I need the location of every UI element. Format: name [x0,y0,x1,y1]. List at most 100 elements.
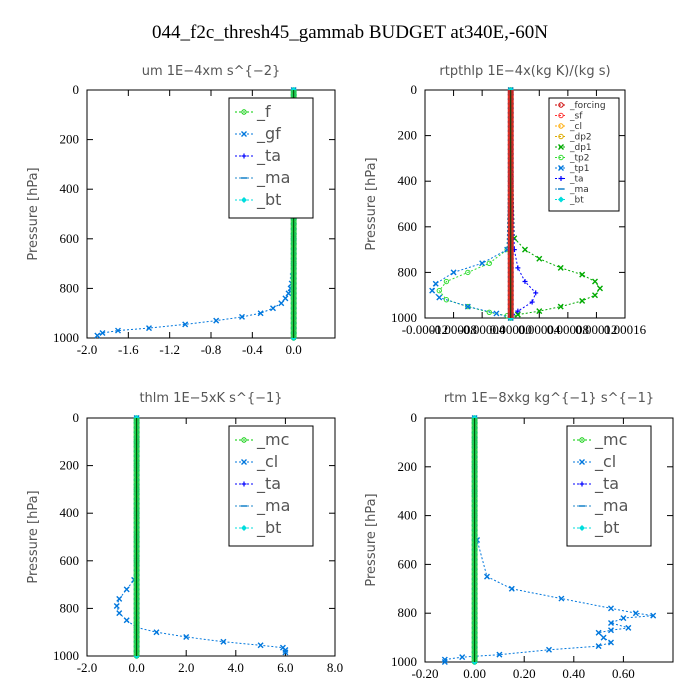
series-marker [484,573,490,580]
y-tick-label: 400 [398,508,418,523]
legend-entry: _sf [569,112,583,122]
x-tick-label: 2.0 [178,660,194,675]
legend-entry: _cl [569,122,582,132]
y-tick-label: 0 [411,410,418,425]
series-marker [443,297,450,303]
y-tick-label: 200 [60,132,80,147]
series-marker [436,294,443,301]
legend-entry: _bt [594,518,619,538]
legend-marker [558,196,564,203]
series-marker [632,610,639,617]
y-tick-label: 400 [60,505,80,520]
y-axis-label: Pressure [hPa] [364,493,379,586]
series-marker [496,651,503,658]
series-marker [529,299,535,305]
series-marker [282,649,289,656]
panel-title: rtm 1E−8xkg kg^{−1} s^{−1} [444,391,654,406]
series-marker [608,627,614,634]
y-tick-label: 800 [60,280,80,295]
legend-marker [579,459,585,465]
series-marker [270,305,276,312]
series-marker [113,603,120,610]
series-marker [515,308,521,314]
series-marker [278,300,285,307]
y-tick-label: 0 [73,82,80,97]
legend-marker [558,154,564,161]
x-tick-label: 8.0 [327,660,343,675]
legend: _mc_cl_ta_ma_bt [566,425,652,547]
series-marker [592,292,598,299]
y-tick-label: 400 [398,173,418,188]
legend-marker [241,131,247,137]
x-tick-label: 0.00012 [575,322,617,337]
legend-marker [579,437,585,443]
series-marker [479,260,486,267]
series-line [97,90,295,336]
legend-marker [241,437,247,443]
y-tick-label: 600 [398,556,418,571]
series-marker [486,260,492,266]
series-marker [99,330,106,337]
panel-title: rtpthlp 1E−4x(kg K)/(kg s) [439,64,610,79]
legend: _mc_cl_ta_ma_bt [228,425,314,547]
series-marker [123,586,130,593]
series-marker [220,638,227,645]
legend-entry: _ta [569,175,584,185]
chart-panel: rtm 1E−8xkg kg^{−1} s^{−1} Pressure [hPa]… [364,391,674,681]
y-tick-label: 200 [60,458,80,473]
series-marker [608,639,614,646]
series-marker [257,310,264,317]
series-line [431,89,512,319]
series-line [510,89,601,319]
x-tick-label: 4.0 [228,660,244,675]
x-tick-label: -0.20 [411,666,438,681]
legend-entry: _tp2 [569,154,589,164]
x-tick-label: -0.4 [242,342,263,357]
legend-entry: _dp1 [569,143,592,153]
series-marker [595,629,602,636]
series-marker [183,633,190,640]
series-marker [182,321,189,328]
series-marker [579,297,586,304]
x-tick-label: -1.6 [118,342,139,357]
series-marker [441,659,448,665]
legend-entry: _tp1 [569,164,589,174]
series-marker [557,264,564,271]
x-tick-label: 0.0 [286,342,302,357]
legend-box [548,97,620,212]
x-tick-label: 0.0 [128,660,144,675]
series-marker [116,610,123,617]
legend-marker [241,525,247,531]
series-marker [558,595,565,602]
legend-entry: _ma [256,168,290,188]
series-marker [153,629,160,636]
series-marker [536,308,543,315]
x-tick-label: 0.00016 [604,322,647,337]
x-tick-label: 0.40 [562,666,585,681]
y-tick-label: 0 [411,82,418,97]
series-marker [146,325,152,332]
x-tick-label: 0.00000 [490,322,532,337]
y-tick-label: 0 [73,410,80,425]
legend-entry: _ma [594,496,628,516]
x-tick-label: 0.60 [612,666,635,681]
legend-entry: _bt [256,518,281,538]
panel-title: um 1E−4xm s^{−2} [142,64,281,79]
series-marker [459,654,466,661]
series-marker [522,279,528,285]
chart-panel: thlm 1E−5xK s^{−1} Pressure [hPa] 0 200 400 6… [26,391,343,675]
legend: _f_gf_ta_ma_bt [228,97,314,219]
chart-panel: um 1E−4xm s^{−2} Pressure [hPa] 0 200 400 600… [26,64,336,357]
x-tick-label: 0.20 [513,666,536,681]
series-marker [94,332,101,339]
legend-entry: _ta [256,146,281,166]
legend-marker [558,165,564,171]
series-marker [546,646,552,653]
legend-marker [558,112,564,119]
series-marker [443,278,450,285]
y-tick-label: 400 [60,181,80,196]
series-marker [514,311,521,318]
chart-panel: rtpthlp 1E−4x(kg K)/(kg s) Pressure [hPa]… [364,64,647,337]
y-tick-label: 800 [398,264,418,279]
